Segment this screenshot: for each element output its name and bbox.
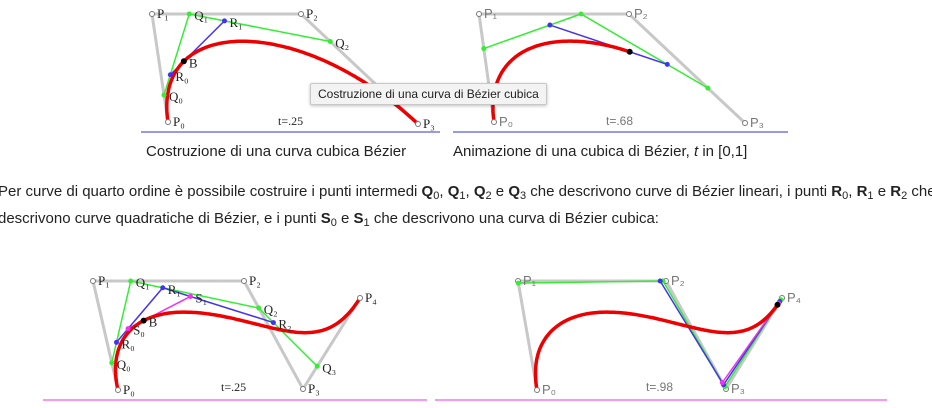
construction-point xyxy=(515,280,521,286)
point-label: P₀ xyxy=(123,382,135,397)
construction-point xyxy=(222,18,227,24)
point-label: P₃ xyxy=(423,116,435,131)
point-label: B xyxy=(149,315,158,330)
point-label: B xyxy=(189,55,198,70)
point-label: P₃ xyxy=(731,381,745,396)
point-label: P₄ xyxy=(787,290,801,305)
construction-point xyxy=(664,61,670,67)
caption-variable: t xyxy=(693,143,699,160)
control-point xyxy=(298,11,304,17)
construction-line xyxy=(518,280,782,389)
point-label: P₃ xyxy=(308,381,320,396)
point-label: R₂ xyxy=(278,317,291,332)
construction-point xyxy=(578,11,584,17)
point-label: S₀ xyxy=(133,323,145,338)
point-label: Q₂ xyxy=(335,36,349,51)
construction-point xyxy=(114,339,119,345)
bezier-curve xyxy=(491,39,632,124)
control-point xyxy=(742,120,748,126)
point-label: P₀ xyxy=(499,114,513,129)
construction-point xyxy=(314,363,320,369)
construction-line xyxy=(111,280,318,367)
construction-point xyxy=(167,72,173,78)
figure-quartic-construction: P₀ P₁ P₂ P₃ P₄ Q₀ Q₁ Q₂ Q₃ R₀ R₁ R₂ S₀ S₁ Bt=.25 xyxy=(90,273,377,397)
control-point xyxy=(115,387,121,393)
construction-point xyxy=(256,305,262,311)
point-label: P₁ xyxy=(157,6,169,21)
control-point xyxy=(491,119,497,125)
point-label: Q₂ xyxy=(264,302,278,317)
control-polygon xyxy=(150,12,420,126)
t-value-label: t=.68 xyxy=(606,114,633,128)
point-label: S₁ xyxy=(195,290,207,305)
point-label: Q₁ xyxy=(136,275,150,290)
t-value-label: t=.25 xyxy=(221,380,246,394)
point-label: P₂ xyxy=(671,273,685,288)
point-label: P₄ xyxy=(365,290,377,305)
control-point xyxy=(476,11,482,17)
construction-point xyxy=(705,85,711,91)
figure-caption: Costruzione di una curva cubica Bézier xyxy=(146,143,407,160)
construction-point xyxy=(125,326,131,332)
curve-point xyxy=(180,58,187,65)
tooltip: Costruzione di una curva di Bézier cubic… xyxy=(310,83,547,105)
construction-point xyxy=(186,11,192,17)
point-label: R₀ xyxy=(175,69,188,84)
control-polygon xyxy=(516,279,784,392)
curve-point xyxy=(774,301,781,308)
point-label: P₁ xyxy=(484,6,498,21)
control-point xyxy=(534,387,540,393)
figure-quartic-animation: P₀ P₁ P₂ P₃ P₄ t=.98 xyxy=(515,273,801,397)
construction-point xyxy=(161,92,167,98)
figure-cubic-construction: P₀ P₁ P₂ P₃ Q₀ Q₁ Q₂ R₀ R₁ Bt=.25 xyxy=(149,6,435,131)
construction-point xyxy=(187,293,193,299)
control-point xyxy=(357,295,363,301)
construction-point xyxy=(657,278,663,284)
construction-point xyxy=(270,320,276,326)
control-point xyxy=(165,119,171,125)
caption-text: Animazione di una cubica di Bézier, xyxy=(453,143,694,160)
construction-point xyxy=(109,360,115,366)
construction-point xyxy=(128,278,134,284)
figure-cubic-animation: P₀ P₁ P₂ P₃ t=.68 xyxy=(476,6,764,130)
paragraph: Per curve di quarto ordine è possibile c… xyxy=(0,183,932,229)
control-point xyxy=(300,386,306,392)
control-point xyxy=(626,11,632,17)
bezier-curve xyxy=(165,39,420,126)
curve-point xyxy=(140,317,147,324)
point-label: P₁ xyxy=(523,273,537,288)
point-label: P₂ xyxy=(634,6,648,21)
control-point xyxy=(241,278,247,284)
point-label: Q₀ xyxy=(169,89,183,104)
construction-point xyxy=(719,380,725,386)
point-label: R₁ xyxy=(168,282,181,297)
t-value-label: t=.98 xyxy=(646,380,673,394)
construction-point xyxy=(547,22,553,28)
control-point xyxy=(90,278,96,284)
point-label: P₀ xyxy=(542,382,556,397)
point-label: Q₁ xyxy=(194,8,208,23)
point-label: Q₀ xyxy=(117,357,131,372)
curve-point xyxy=(626,48,633,55)
point-label: P₂ xyxy=(306,6,318,21)
bezier-curve xyxy=(533,303,780,392)
construction-point xyxy=(160,285,166,291)
point-label: R₀ xyxy=(122,336,135,351)
point-label: P₀ xyxy=(173,114,185,129)
control-point xyxy=(149,11,155,17)
point-label: P₁ xyxy=(98,273,110,288)
figure-caption: Animazione di una cubica di Bézier, t in… xyxy=(453,143,747,160)
t-value-label: t=.25 xyxy=(278,114,303,128)
bezier-curve xyxy=(113,296,362,392)
caption-text: in [0,1] xyxy=(698,143,748,160)
point-label: P₂ xyxy=(249,273,261,288)
construction-line xyxy=(483,13,709,89)
control-polygon xyxy=(477,12,747,125)
construction-point xyxy=(327,39,333,44)
point-label: Q₃ xyxy=(322,360,336,375)
control-point xyxy=(415,121,421,127)
construction-point xyxy=(481,46,487,52)
point-label: P₃ xyxy=(750,115,764,130)
point-label: R₁ xyxy=(230,15,243,30)
